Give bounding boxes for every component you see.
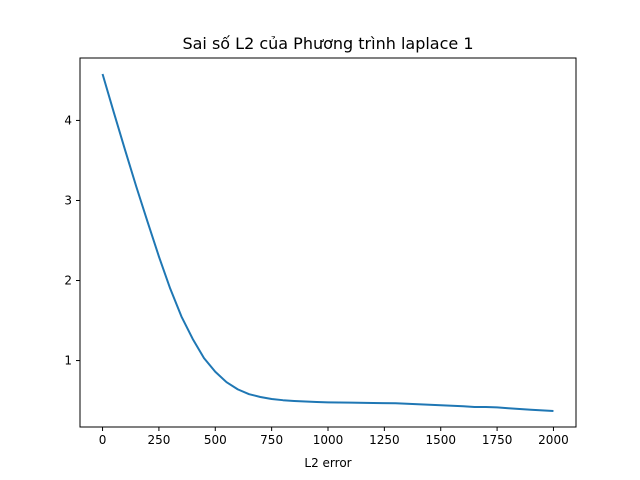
x-tick-label: 750 xyxy=(260,433,283,447)
plot-layer xyxy=(101,73,554,412)
y-tick-label: 2 xyxy=(64,274,72,288)
x-tick-label: 1500 xyxy=(425,433,456,447)
x-axis-label: L2 error xyxy=(304,456,351,470)
x-tick-label: 0 xyxy=(99,433,107,447)
ticks-layer: 0 250 500 750 1000 1250 1500 1750 2000 1 2 3 4 xyxy=(64,113,568,447)
x-tick-label: 1250 xyxy=(369,433,400,447)
plot-frame xyxy=(79,57,577,428)
x-tick-label: 500 xyxy=(204,433,227,447)
y-tick-label: 3 xyxy=(64,193,72,207)
series-line-0 xyxy=(101,73,554,412)
x-tick-label: 1000 xyxy=(313,433,344,447)
x-tick-label: 250 xyxy=(147,433,170,447)
y-tick-label: 4 xyxy=(64,113,72,127)
y-tick-label: 1 xyxy=(64,354,72,368)
x-tick-label: 1750 xyxy=(482,433,513,447)
x-tick-label: 2000 xyxy=(538,433,569,447)
chart-title: Sai số L2 của Phương trình laplace 1 xyxy=(182,34,473,53)
